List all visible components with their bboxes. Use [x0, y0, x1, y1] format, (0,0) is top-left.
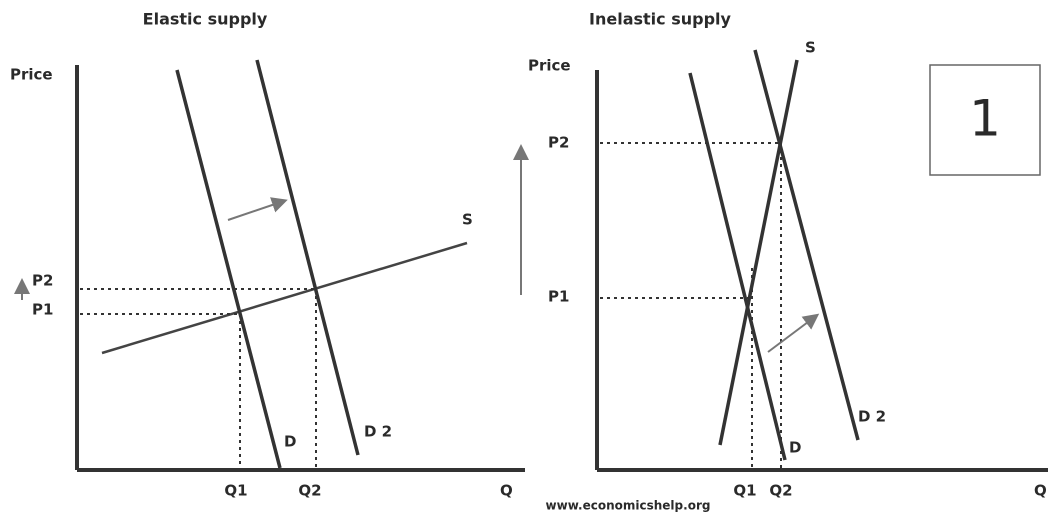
demand2-label: D 2	[858, 408, 886, 426]
demand-line	[175, 69, 282, 469]
demand-label: D	[789, 439, 801, 457]
badge-box	[929, 64, 1041, 176]
p2-label: P2	[548, 134, 569, 152]
footer: www.economicshelp.org	[546, 499, 711, 513]
q1-label: Q1	[224, 482, 247, 500]
shift-arrow	[227, 197, 288, 221]
demand2-label: D 2	[364, 423, 392, 441]
q2-label: Q2	[769, 482, 792, 500]
y-axis-label: Price	[528, 57, 571, 75]
demand2-line	[255, 59, 360, 456]
p1-label: P1	[32, 301, 53, 319]
x-axis-label: Q	[500, 482, 513, 500]
supply-label: S	[805, 39, 816, 57]
panel-title: Inelastic supply	[589, 10, 731, 29]
panel-title: Elastic supply	[143, 10, 268, 29]
supply-line	[718, 59, 799, 446]
supply-label: S	[462, 211, 473, 229]
demand2-line	[753, 49, 860, 441]
x-axis-label: Q	[1034, 482, 1047, 500]
badge: 1	[969, 90, 1001, 148]
demand-label: D	[284, 433, 296, 451]
inelastic-panel: Inelastic supply Price P2 P1 Q1 Q2 S D D…	[513, 10, 1048, 500]
p1-label: P1	[548, 288, 569, 306]
q1-label: Q1	[733, 482, 756, 500]
shift-arrow	[767, 313, 820, 353]
p2-label: P2	[32, 272, 53, 290]
demand-line	[688, 72, 787, 461]
elastic-panel: Elastic supply Price P2 P1 Q1 Q2 S D D 2…	[10, 10, 525, 500]
supply-line	[101, 241, 468, 355]
q2-label: Q2	[298, 482, 321, 500]
y-axis-label: Price	[10, 66, 53, 84]
